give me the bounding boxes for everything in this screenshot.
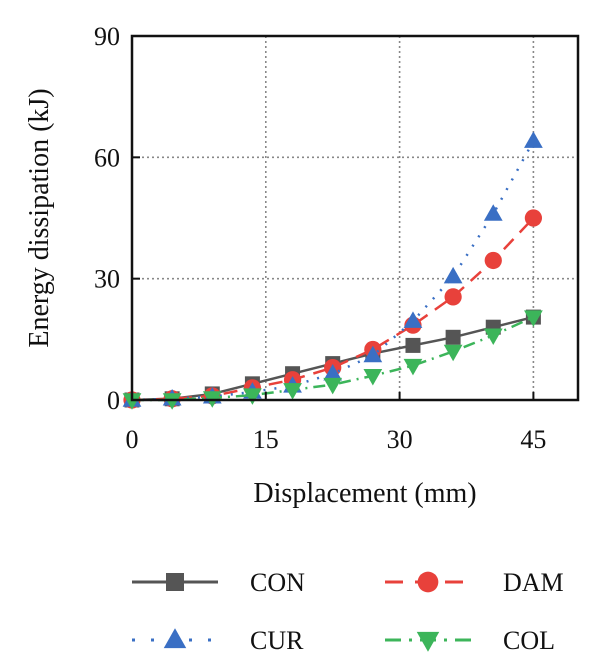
legend-label-col: COL <box>503 626 555 655</box>
data-point-cur-10 <box>524 131 543 148</box>
data-point-cur-8 <box>443 266 463 284</box>
y-tick-label: 0 <box>107 386 120 415</box>
grid-lines <box>132 36 578 400</box>
y-axis-title: Energy dissipation (kJ) <box>24 88 55 347</box>
legend-label-cur: CUR <box>250 626 304 655</box>
x-axis-title: Displacement (mm) <box>253 478 476 509</box>
series-layer <box>122 131 543 410</box>
data-point-col-10 <box>524 310 543 327</box>
data-point-col-6 <box>363 368 383 386</box>
data-point-dam-9 <box>484 251 502 270</box>
data-point-dam-10 <box>524 209 543 227</box>
data-point-col-7 <box>403 358 423 376</box>
data-point-con-7 <box>405 337 421 353</box>
legend-item-dam: DAM <box>385 568 564 597</box>
x-tick-label: 45 <box>520 425 546 454</box>
series-line-cur <box>131 140 535 402</box>
legend-label-con: CON <box>250 568 305 597</box>
data-point-col-5 <box>323 377 343 395</box>
legend: CON DAM CUR COL <box>132 568 564 655</box>
legend-marker-cur <box>163 628 187 649</box>
x-tick-label: 15 <box>253 425 279 454</box>
axis-ticks: 0 15 30 45 0 30 60 90 <box>94 22 546 454</box>
legend-marker-con <box>166 573 184 591</box>
data-point-cur-9 <box>483 204 503 221</box>
legend-item-con: CON <box>132 568 305 597</box>
x-tick-label: 30 <box>387 425 413 454</box>
data-point-col-9 <box>483 328 503 346</box>
data-point-dam-8 <box>444 288 462 306</box>
series-cur <box>122 131 543 407</box>
data-point-cur-6 <box>363 345 383 363</box>
y-tick-label: 60 <box>94 143 120 172</box>
plot-frame <box>130 34 580 402</box>
data-point-cur-5 <box>323 363 343 381</box>
legend-marker-dam <box>417 571 439 593</box>
x-tick-label: 0 <box>126 425 139 454</box>
legend-label-dam: DAM <box>503 568 564 597</box>
legend-marker-col <box>416 631 440 652</box>
data-point-col-8 <box>443 344 463 362</box>
data-point-con-8 <box>445 329 461 345</box>
data-point-col-4 <box>283 383 302 400</box>
legend-item-col: COL <box>385 626 555 655</box>
data-point-col-3 <box>243 388 262 405</box>
data-point-col-1 <box>162 393 182 410</box>
data-point-col-0 <box>122 393 142 410</box>
series-col <box>122 310 543 410</box>
data-point-cur-7 <box>403 311 423 328</box>
y-tick-label: 90 <box>94 22 120 51</box>
y-tick-label: 30 <box>94 265 120 294</box>
legend-item-cur: CUR <box>132 626 304 655</box>
